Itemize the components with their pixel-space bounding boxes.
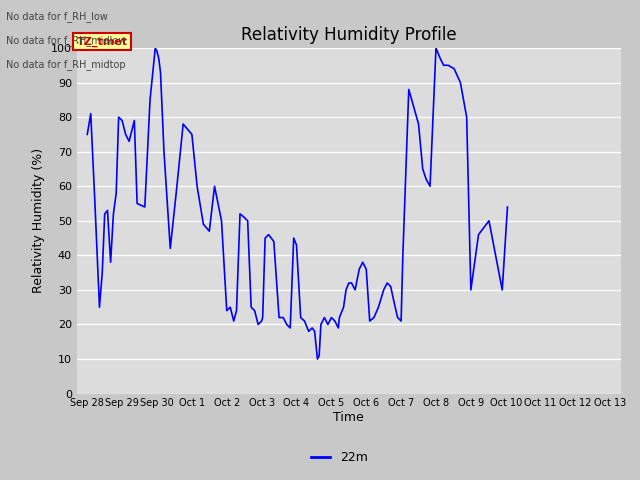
Y-axis label: Relativity Humidity (%): Relativity Humidity (%) [33, 148, 45, 293]
Legend: 22m: 22m [306, 446, 372, 469]
Text: No data for f_RH_midtop: No data for f_RH_midtop [6, 59, 126, 70]
X-axis label: Time: Time [333, 411, 364, 424]
Title: Relativity Humidity Profile: Relativity Humidity Profile [241, 25, 456, 44]
Text: TZ_tmet: TZ_tmet [77, 36, 128, 47]
Text: No data for f_RH_low: No data for f_RH_low [6, 11, 108, 22]
Text: No data for f_RH_midlow: No data for f_RH_midlow [6, 35, 127, 46]
